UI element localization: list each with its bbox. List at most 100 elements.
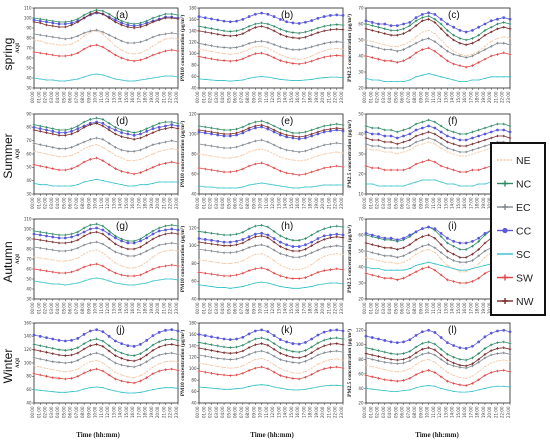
data-point — [297, 48, 301, 52]
data-point — [247, 15, 251, 18]
data-point — [427, 37, 430, 40]
x-tick-label: 10:00 — [258, 91, 263, 103]
data-point — [433, 40, 437, 43]
data-point — [107, 16, 111, 20]
data-point — [433, 331, 437, 334]
series-nw — [32, 10, 180, 30]
data-point — [389, 140, 393, 144]
data-point — [279, 274, 282, 278]
data-point — [471, 240, 474, 243]
data-point — [32, 18, 36, 22]
data-point — [297, 36, 301, 40]
x-tick-label: 13:00 — [276, 406, 281, 418]
data-point — [304, 254, 307, 257]
x-tick-label: 01:00 — [201, 302, 206, 314]
data-point — [341, 337, 345, 341]
data-point — [477, 33, 480, 37]
data-point — [132, 354, 136, 357]
data-point — [414, 51, 418, 55]
data-point — [377, 355, 380, 358]
data-point — [57, 377, 61, 380]
data-point — [433, 246, 437, 250]
data-point — [489, 19, 493, 23]
series-line — [365, 247, 511, 273]
data-point — [335, 224, 339, 228]
x-tick-label: 21:00 — [161, 406, 166, 418]
data-point — [278, 133, 282, 137]
x-tick-label: 10:00 — [258, 197, 263, 209]
data-point — [477, 51, 480, 55]
data-point — [101, 330, 105, 334]
data-point — [139, 252, 142, 256]
x-tick-label: 18:00 — [475, 406, 480, 418]
data-point — [95, 343, 98, 346]
x-tick-label: 20:00 — [320, 91, 325, 103]
data-point — [151, 372, 155, 375]
series-sw — [32, 262, 180, 278]
data-point — [291, 31, 295, 34]
data-point — [210, 17, 213, 21]
data-point — [151, 131, 155, 134]
data-point — [145, 134, 148, 137]
panel-letter: (c) — [448, 10, 460, 21]
x-tick-label: 18:00 — [308, 197, 313, 209]
data-point — [402, 236, 405, 240]
series-ne — [197, 148, 345, 162]
panel-letter: (d) — [116, 116, 128, 127]
data-point — [51, 240, 55, 244]
data-point — [471, 148, 474, 152]
data-point — [310, 233, 313, 237]
data-point — [316, 333, 320, 337]
data-point — [216, 145, 220, 149]
series-sc — [364, 385, 512, 393]
x-tick-label: 18:00 — [143, 91, 148, 103]
data-point — [120, 273, 123, 277]
data-point — [176, 369, 180, 372]
data-point — [241, 231, 245, 234]
data-point — [64, 147, 67, 150]
data-point — [170, 12, 174, 16]
data-point — [38, 238, 42, 242]
y-tick-label: 60 — [191, 279, 197, 284]
data-point — [76, 268, 80, 272]
data-point — [489, 45, 493, 48]
x-tick-label: 08:00 — [80, 197, 85, 209]
data-point — [396, 33, 399, 37]
data-point — [329, 225, 332, 229]
data-point — [101, 232, 105, 236]
data-point — [458, 346, 462, 350]
data-point — [272, 124, 276, 128]
x-tick-label: 19:00 — [314, 197, 319, 209]
data-point — [107, 334, 111, 338]
data-point — [222, 59, 226, 62]
data-point — [496, 347, 499, 350]
x-tick-label: 18:00 — [475, 302, 480, 314]
data-point — [439, 54, 443, 58]
data-point — [370, 132, 374, 136]
x-tick-label: 18:00 — [475, 91, 480, 103]
data-point — [107, 12, 111, 16]
data-point — [377, 126, 380, 130]
x-tick-label: 17:00 — [136, 302, 141, 314]
data-point — [508, 130, 512, 134]
data-point — [310, 244, 313, 247]
data-point — [235, 133, 238, 137]
data-point — [107, 237, 111, 241]
data-point — [421, 370, 424, 374]
data-point — [114, 20, 117, 24]
data-point — [396, 256, 399, 259]
data-point — [329, 127, 332, 131]
data-point — [51, 129, 55, 133]
x-tick-label: 06:00 — [68, 197, 73, 209]
data-point — [32, 163, 36, 166]
data-point — [64, 249, 67, 253]
y-tick-label: 60 — [358, 371, 364, 376]
data-point — [310, 345, 313, 349]
y-tick-label: 100 — [189, 51, 197, 56]
data-point — [489, 331, 493, 335]
data-point — [126, 171, 130, 174]
data-point — [383, 140, 387, 144]
data-point — [38, 373, 42, 377]
data-point — [445, 341, 449, 345]
